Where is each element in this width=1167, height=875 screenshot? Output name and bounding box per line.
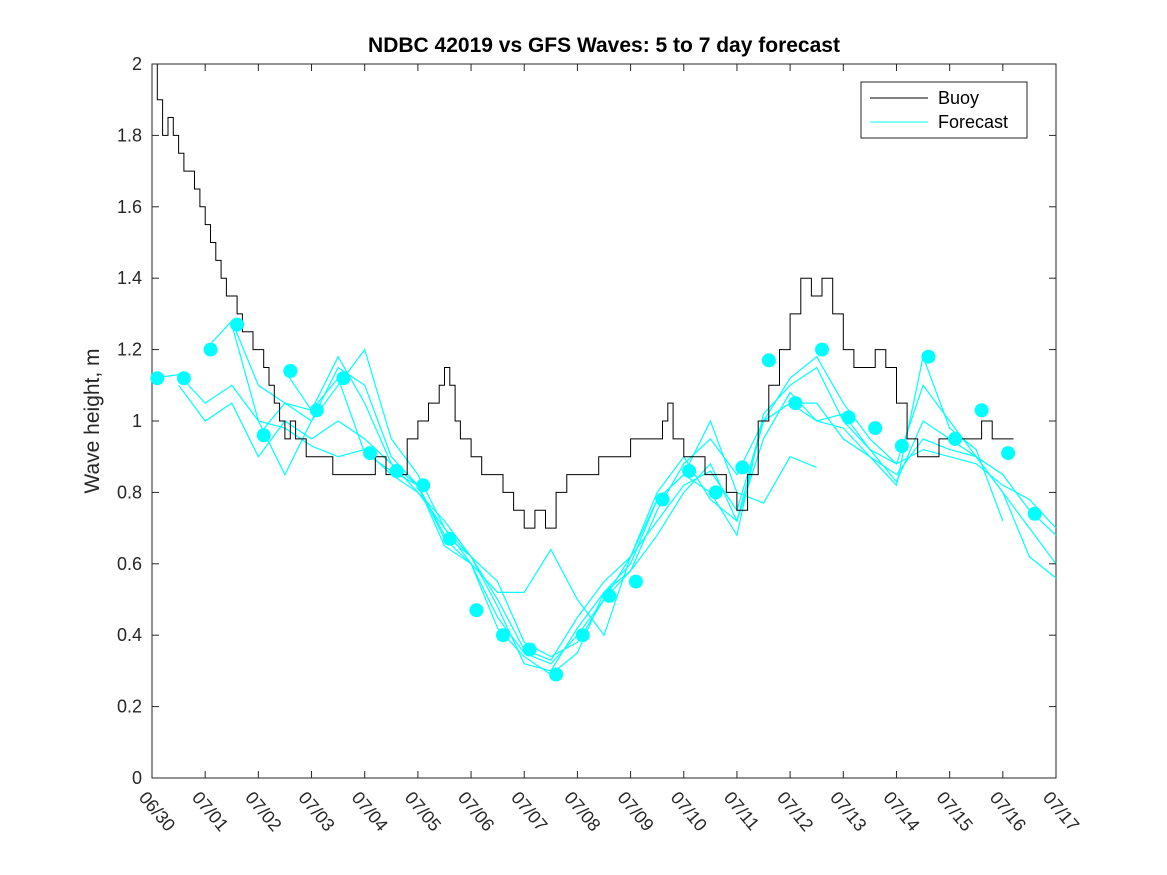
x-tick-label: 06/30 [135,788,179,835]
forecast-marker [309,403,324,418]
forecast-marker [363,446,377,461]
x-tick-label: 07/12 [773,788,817,835]
forecast-run-line [257,354,1004,676]
legend-buoy-label: Buoy [938,88,979,108]
forecast-marker [655,492,670,507]
forecast-marker [150,371,165,386]
y-tick-label: 1 [132,411,142,431]
series-layer [150,63,1057,682]
x-tick-label: 07/07 [507,788,551,835]
x-tick-label: 07/06 [454,788,498,835]
legend: Buoy Forecast [860,81,1028,139]
forecast-marker [575,628,590,643]
forecast-marker [948,431,962,446]
forecast-marker [815,342,829,357]
forecast-marker [708,485,723,500]
y-tick-label: 1.8 [117,125,142,145]
forecast-marker [176,371,191,386]
forecast-marker [1027,506,1042,521]
y-tick-label: 2 [132,54,142,74]
forecast-marker [921,349,936,364]
forecast-marker [336,371,351,386]
forecast-marker [1001,446,1016,461]
forecast-marker [602,588,617,603]
y-tick-label: 0.2 [117,697,142,717]
y-tick-label: 0 [132,768,142,788]
forecast-marker [469,603,484,618]
x-tick-label: 07/09 [614,788,658,835]
forecast-marker [682,464,697,478]
forecast-marker [735,460,750,475]
x-tick-label: 07/03 [294,788,338,835]
x-tick-label: 07/08 [560,788,604,835]
x-tick-label: 07/11 [720,788,763,834]
x-tick-label: 07/05 [401,788,445,835]
x-tick-label: 07/13 [826,788,870,835]
y-tick-label: 1.6 [117,197,142,217]
forecast-marker [203,342,218,357]
x-tick-label: 07/17 [1039,788,1083,835]
forecast-marker [761,353,776,368]
chart-title: NDBC 42019 vs GFS Waves: 5 to 7 day fore… [368,34,840,57]
legend-box [860,81,1028,139]
x-tick-label: 07/04 [348,788,392,835]
forecast-run-line [231,324,1057,665]
x-tick-label: 07/10 [667,788,711,835]
y-tick-label: 0.4 [117,625,142,645]
forecast-marker [868,421,883,436]
forecast-marker [496,628,510,643]
forecast-marker [230,317,245,332]
forecast-marker [283,364,298,378]
x-tick-label: 07/14 [879,788,923,835]
buoy-line [152,63,1014,529]
x-tick-label: 07/02 [241,788,285,835]
forecast-run-line [178,384,1057,658]
forecast-marker [442,531,457,546]
forecast-marker [416,478,431,493]
legend-forecast-label: Forecast [938,112,1008,132]
forecast-marker [389,464,404,478]
y-tick-label: 0.8 [117,482,142,502]
forecast-marker [549,667,564,682]
y-axis-label: Wave height, m [81,348,104,493]
forecast-marker [894,439,909,453]
x-tick-label: 07/01 [188,788,232,835]
y-tick-label: 1.2 [117,340,142,360]
forecast-marker [841,410,856,425]
x-tick-label: 07/16 [986,788,1030,835]
y-tick-label: 0.6 [117,554,142,574]
y-tick-label: 1.4 [117,268,142,288]
x-tick-label: 07/15 [933,788,977,835]
forecast-marker [522,642,537,657]
plot-frame [151,63,1057,779]
forecast-marker [256,428,271,443]
forecast-marker [788,396,803,411]
forecast-marker [974,403,989,418]
forecast-marker [628,574,643,589]
